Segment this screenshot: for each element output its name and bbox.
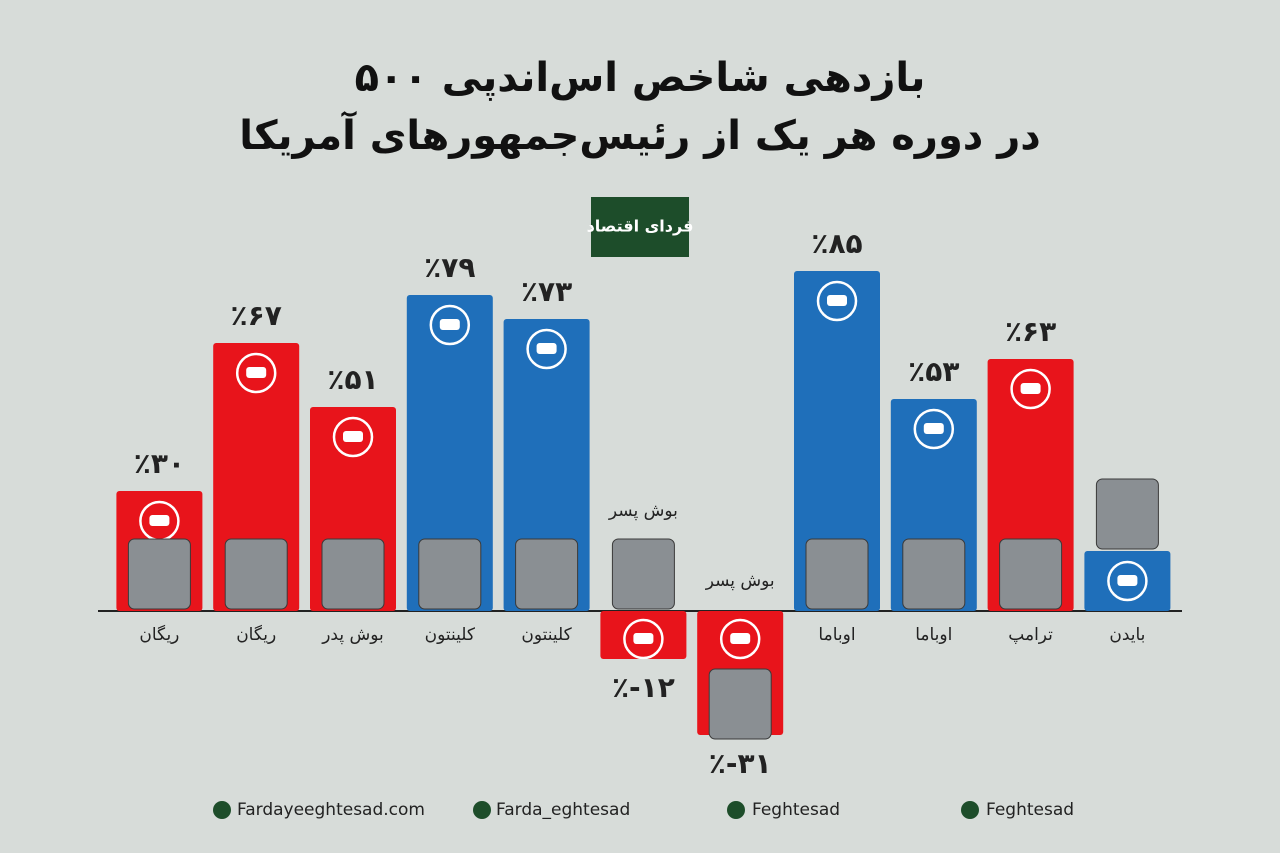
party-icon [1107,560,1148,602]
logo: فردای اقتصاد [587,217,694,236]
footer-icon [727,801,745,819]
portrait [418,538,482,610]
footer-link: Farda_eghtesad [496,800,630,820]
party-icon-shape [246,367,267,378]
footer-icon [213,801,231,819]
value-label: ٪۶۳ [1005,315,1056,348]
party-icon-shape [439,319,460,330]
portrait [611,538,675,610]
value-label: ٪-۳۱ [709,747,772,780]
bar [794,271,880,611]
footer-icon [473,801,491,819]
category-label: بایدن [1109,625,1145,645]
category-label: ریگان [236,624,276,645]
bar [406,295,493,611]
value-label: ٪۷۹ [424,251,475,284]
portrait [127,538,191,610]
party-icon-shape [1020,383,1041,394]
value-label: ٪-۱۲ [612,671,675,704]
portrait [708,668,772,740]
bar [503,319,590,611]
portrait [1095,478,1159,550]
value-label: ٪۸۵ [811,227,862,260]
portrait [805,538,869,610]
footer-link: Feghtesad [986,800,1074,820]
category-label: ریگان [139,624,179,645]
party-icon [235,352,277,394]
party-icon-shape [923,423,944,434]
party-icon [429,304,471,346]
category-label: اوباما [818,625,855,645]
portrait [999,538,1063,610]
footer-link: Fardayeeghtesad.com [237,800,425,820]
category-label: بوش پدر [321,625,384,645]
category-label: بوش پسر [705,571,775,591]
chart-title: بازدهی شاخص اس‌اندپی ۵۰۰ [355,55,926,101]
party-icon-shape [343,431,363,442]
party-icon [526,328,567,370]
party-icon [719,618,761,660]
value-label: ٪۳۰ [134,447,185,480]
category-label: کلینتون [425,625,476,645]
party-icon [816,280,858,322]
portrait [321,538,385,610]
party-icon-shape [149,515,170,526]
chart-title: در دوره هر یک از رئیس‌جمهورهای آمریکا [239,110,1041,159]
category-label: ترامپ [1008,625,1053,645]
party-icon-shape [633,633,654,644]
footer: Fardayeeghtesad.com Farda_eghtesad Feght… [213,800,1074,820]
value-label: ٪۵۳ [908,355,959,388]
party-icon-shape [827,295,847,306]
value-label: ٪۵۱ [327,363,378,396]
party-icon-shape [730,633,751,644]
party-icon-shape [536,343,557,354]
category-label: بوش پسر [608,501,678,521]
party-icon [913,408,955,450]
footer-link: Feghtesad [752,800,840,820]
portrait [224,538,288,610]
category-label: کلینتون [521,625,572,645]
portrait [515,538,579,610]
party-icon [332,416,374,458]
logo-box [591,197,689,257]
footer-icon [961,801,979,819]
category-label: اوباما [915,625,952,645]
party-icon [623,618,664,660]
value-label: ٪۶۷ [231,299,282,332]
party-icon-shape [1117,575,1138,586]
party-icon [1010,368,1051,410]
portrait [902,538,966,610]
value-label: ٪۷۳ [521,275,572,308]
